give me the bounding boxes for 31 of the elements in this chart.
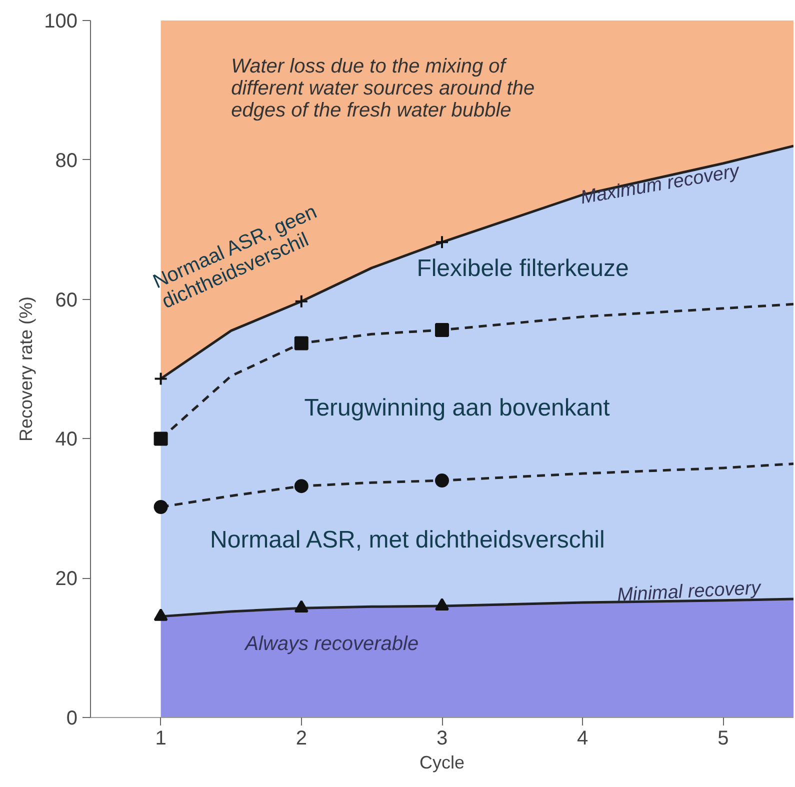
- y-tick-label: 40: [55, 428, 78, 451]
- x-tick-label: 4: [577, 728, 588, 750]
- annotation: Always recoverable: [244, 632, 419, 655]
- annotation: Maximum recovery: [579, 160, 742, 209]
- y-tick-label: 100: [44, 10, 78, 32]
- point: [294, 600, 308, 613]
- y-axis-title: Recovery rate (%): [16, 296, 36, 442]
- point: [294, 336, 308, 350]
- x-axis-title: Cycle: [419, 752, 465, 772]
- x-tick-label: 2: [296, 728, 307, 750]
- point: [435, 598, 449, 610]
- x-tick-label: 1: [155, 728, 166, 750]
- x-tick-label: 5: [718, 728, 729, 750]
- point: [435, 322, 449, 337]
- y-tick-label: 60: [55, 289, 78, 312]
- annotation: Minimal recovery: [616, 578, 763, 606]
- y-tick-label: 80: [55, 150, 78, 172]
- point: [435, 474, 449, 488]
- y-tick-label: 20: [55, 568, 78, 590]
- annotation: Flexibele filterkeuze: [416, 254, 629, 282]
- annotation: Normaal ASR, met dichtheidsverschil: [210, 526, 605, 554]
- point: [154, 432, 168, 446]
- y-tick-label: 0: [66, 708, 78, 730]
- point: [154, 608, 168, 621]
- point: [154, 500, 168, 514]
- point: [435, 235, 449, 250]
- point: [154, 372, 168, 386]
- point: [294, 479, 308, 494]
- annotation: Terugwinning aan bovenkant: [304, 394, 610, 422]
- annotation: Water loss due to the mixing of different water sources around the edges of the fresh water bubble: [231, 55, 535, 122]
- x-tick-label: 3: [436, 728, 448, 750]
